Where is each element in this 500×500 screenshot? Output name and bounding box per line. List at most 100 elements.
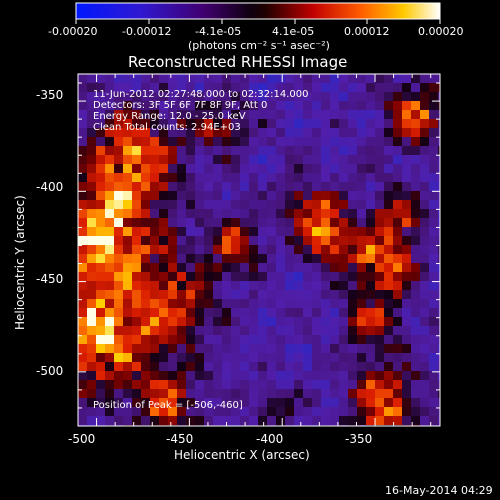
heatmap-cell <box>321 74 331 84</box>
heatmap-cell <box>339 110 349 120</box>
heatmap-cell <box>141 164 151 174</box>
heatmap-cell <box>249 263 259 273</box>
heatmap-cell <box>186 119 196 129</box>
heatmap-cell <box>393 182 403 192</box>
heatmap-cell <box>168 146 178 156</box>
heatmap-cell <box>420 281 430 291</box>
heatmap-cell <box>330 326 340 336</box>
heatmap-cell <box>357 128 367 138</box>
heatmap-cell <box>420 362 430 372</box>
heatmap-cell <box>402 218 412 228</box>
heatmap-cell <box>177 335 187 345</box>
heatmap-cell <box>132 173 142 183</box>
heatmap-cell <box>78 272 88 282</box>
heatmap-cell <box>393 335 403 345</box>
heatmap-cell <box>429 92 439 102</box>
heatmap-cell <box>384 308 394 318</box>
heatmap-cell <box>123 218 133 228</box>
heatmap-cell <box>438 236 440 246</box>
heatmap-cell <box>366 380 376 390</box>
heatmap-cell <box>312 74 322 84</box>
x-tick-label: -350 <box>345 432 372 446</box>
heatmap-cell <box>330 101 340 111</box>
heatmap-cell <box>159 173 169 183</box>
heatmap-cell <box>231 209 241 219</box>
heatmap-cell <box>321 254 331 264</box>
heatmap-cell <box>339 218 349 228</box>
heatmap-cell <box>276 218 286 228</box>
heatmap-cell <box>438 92 440 102</box>
heatmap-cell <box>186 236 196 246</box>
heatmap-cell <box>294 182 304 192</box>
heatmap-cell <box>294 290 304 300</box>
heatmap-cell <box>285 308 295 318</box>
heatmap-cell <box>150 254 160 264</box>
heatmap-cell <box>213 164 223 174</box>
heatmap-cell <box>330 335 340 345</box>
heatmap-cell <box>357 119 367 129</box>
heatmap-cell <box>177 353 187 363</box>
heatmap-cell <box>87 101 97 111</box>
heatmap-cell <box>159 119 169 129</box>
heatmap-cell <box>186 407 196 417</box>
heatmap-cell <box>132 416 142 426</box>
heatmap-cell <box>204 236 214 246</box>
heatmap-cell <box>348 380 358 390</box>
heatmap-cell <box>312 344 322 354</box>
heatmap-cell <box>132 101 142 111</box>
heatmap-cell <box>366 317 376 327</box>
heatmap-cell <box>231 110 241 120</box>
heatmap-cell <box>402 191 412 201</box>
heatmap-cell <box>213 407 223 417</box>
heatmap-cell <box>141 191 151 201</box>
heatmap-cell <box>177 182 187 192</box>
heatmap-cell <box>258 236 268 246</box>
heatmap-cell <box>438 146 440 156</box>
heatmap-cell <box>393 272 403 282</box>
heatmap-cell <box>384 92 394 102</box>
heatmap-cell <box>429 218 439 228</box>
heatmap-cell <box>177 110 187 120</box>
heatmap-cell <box>402 119 412 129</box>
heatmap-cell <box>213 263 223 273</box>
heatmap-cell <box>357 245 367 255</box>
heatmap-cell <box>375 389 385 399</box>
heatmap-cell <box>357 398 367 408</box>
heatmap-cell <box>150 371 160 381</box>
heatmap-cell <box>87 371 97 381</box>
heatmap-cell <box>402 92 412 102</box>
heatmap-cell <box>168 164 178 174</box>
heatmap-cell <box>375 290 385 300</box>
heatmap-cell <box>330 290 340 300</box>
heatmap-cell <box>204 290 214 300</box>
heatmap-cell <box>285 353 295 363</box>
heatmap-cell <box>366 119 376 129</box>
heatmap-cell <box>393 407 403 417</box>
heatmap-cell <box>132 308 142 318</box>
heatmap-cell <box>321 281 331 291</box>
heatmap-cell <box>429 101 439 111</box>
heatmap-cell <box>141 254 151 264</box>
heatmap-cell <box>321 236 331 246</box>
heatmap-cell <box>267 299 277 309</box>
heatmap-cell <box>231 326 241 336</box>
heatmap-cell <box>267 74 277 84</box>
heatmap-cell <box>213 209 223 219</box>
heatmap-cell <box>267 389 277 399</box>
heatmap-cell <box>429 398 439 408</box>
heatmap-cell <box>357 146 367 156</box>
heatmap-cell <box>132 254 142 264</box>
heatmap-cell <box>240 227 250 237</box>
heatmap-cell <box>114 389 124 399</box>
heatmap-cell <box>384 245 394 255</box>
heatmap-cell <box>177 317 187 327</box>
heatmap-cell <box>393 164 403 174</box>
heatmap-cell <box>330 281 340 291</box>
heatmap-cell <box>420 254 430 264</box>
heatmap-cell <box>141 326 151 336</box>
heatmap-cell <box>105 308 115 318</box>
heatmap-cell <box>141 299 151 309</box>
heatmap-cell <box>168 110 178 120</box>
heatmap-cell <box>375 101 385 111</box>
